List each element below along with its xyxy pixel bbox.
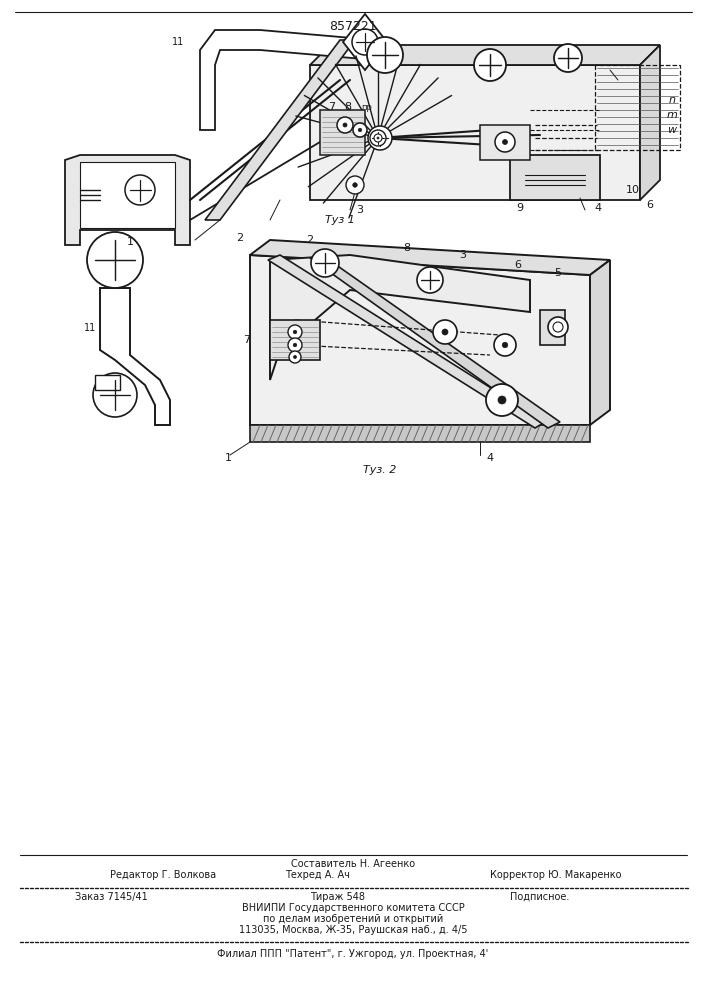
Circle shape bbox=[337, 117, 353, 133]
Polygon shape bbox=[343, 14, 387, 70]
Text: Подписное.: Подписное. bbox=[510, 892, 569, 902]
Polygon shape bbox=[65, 155, 190, 245]
Text: 5: 5 bbox=[554, 268, 561, 278]
Polygon shape bbox=[250, 425, 590, 442]
Polygon shape bbox=[640, 45, 660, 200]
Text: 2: 2 bbox=[236, 233, 244, 243]
Circle shape bbox=[353, 183, 357, 187]
Text: 2: 2 bbox=[306, 235, 314, 245]
Text: n: n bbox=[669, 95, 675, 105]
Polygon shape bbox=[540, 310, 565, 345]
Circle shape bbox=[289, 351, 301, 363]
Circle shape bbox=[474, 49, 506, 81]
Polygon shape bbox=[310, 45, 660, 65]
Circle shape bbox=[374, 134, 382, 142]
Text: 4: 4 bbox=[595, 203, 602, 213]
Text: Тираж 548: Тираж 548 bbox=[310, 892, 365, 902]
Text: 3: 3 bbox=[460, 250, 467, 260]
Circle shape bbox=[495, 132, 515, 152]
Circle shape bbox=[288, 325, 302, 339]
Circle shape bbox=[367, 37, 403, 73]
Circle shape bbox=[417, 267, 443, 293]
Circle shape bbox=[353, 123, 367, 137]
Text: по делам изобретений и открытий: по делам изобретений и открытий bbox=[263, 914, 443, 924]
Text: 9: 9 bbox=[516, 203, 524, 213]
Polygon shape bbox=[100, 288, 170, 425]
Circle shape bbox=[368, 126, 392, 150]
Polygon shape bbox=[590, 260, 610, 425]
Text: 4: 4 bbox=[486, 453, 493, 463]
Circle shape bbox=[486, 384, 518, 416]
Circle shape bbox=[346, 176, 364, 194]
Polygon shape bbox=[205, 40, 355, 220]
Text: w: w bbox=[667, 125, 677, 135]
Polygon shape bbox=[320, 110, 365, 155]
Text: Составитель Н. Агеенко: Составитель Н. Агеенко bbox=[291, 859, 415, 869]
Polygon shape bbox=[310, 255, 560, 428]
Circle shape bbox=[293, 356, 296, 359]
Circle shape bbox=[352, 29, 378, 55]
Text: ВНИИПИ Государственного комитета СССР: ВНИИПИ Государственного комитета СССР bbox=[242, 903, 464, 913]
Text: 11: 11 bbox=[84, 323, 96, 333]
Text: 7: 7 bbox=[243, 335, 250, 345]
Circle shape bbox=[125, 175, 155, 205]
Circle shape bbox=[554, 44, 582, 72]
Circle shape bbox=[293, 330, 297, 334]
Text: 8: 8 bbox=[344, 102, 351, 112]
Circle shape bbox=[548, 317, 568, 337]
Text: 113035, Москва, Ж-35, Раушская наб., д. 4/5: 113035, Москва, Ж-35, Раушская наб., д. … bbox=[239, 925, 467, 935]
Text: Τуз 1: Τуз 1 bbox=[325, 215, 355, 225]
Circle shape bbox=[311, 249, 339, 277]
Text: Филиал ППП "Патент", г. Ужгород, ул. Проектная, 4': Филиал ППП "Патент", г. Ужгород, ул. Про… bbox=[217, 949, 489, 959]
Text: 6: 6 bbox=[646, 200, 653, 210]
Polygon shape bbox=[200, 30, 375, 130]
Text: Заказ 7145/41: Заказ 7145/41 bbox=[75, 892, 148, 902]
Text: 6: 6 bbox=[515, 260, 522, 270]
Text: Τуз. 2: Τуз. 2 bbox=[363, 465, 397, 475]
Text: 8: 8 bbox=[404, 243, 411, 253]
Circle shape bbox=[358, 128, 362, 132]
Circle shape bbox=[370, 130, 386, 146]
Circle shape bbox=[433, 320, 457, 344]
Text: 11: 11 bbox=[172, 37, 184, 47]
Polygon shape bbox=[250, 240, 610, 275]
Circle shape bbox=[442, 329, 448, 335]
Polygon shape bbox=[250, 255, 590, 425]
Circle shape bbox=[502, 342, 508, 348]
Text: пр: пр bbox=[361, 103, 373, 111]
Text: 1: 1 bbox=[225, 453, 231, 463]
Circle shape bbox=[377, 137, 379, 139]
Circle shape bbox=[288, 338, 302, 352]
Polygon shape bbox=[268, 255, 545, 428]
Polygon shape bbox=[480, 125, 530, 160]
Circle shape bbox=[87, 232, 143, 288]
Circle shape bbox=[498, 396, 506, 404]
Polygon shape bbox=[95, 375, 120, 390]
Circle shape bbox=[494, 334, 516, 356]
Polygon shape bbox=[270, 255, 530, 380]
Text: Редактор Г. Волкова: Редактор Г. Волкова bbox=[110, 870, 216, 880]
Circle shape bbox=[293, 343, 297, 347]
Polygon shape bbox=[80, 162, 175, 228]
Polygon shape bbox=[270, 320, 320, 360]
Text: 7: 7 bbox=[329, 102, 336, 112]
Circle shape bbox=[343, 123, 347, 127]
Circle shape bbox=[93, 373, 137, 417]
Text: Техред А. Ач: Техред А. Ач bbox=[285, 870, 350, 880]
Circle shape bbox=[553, 322, 563, 332]
Text: m: m bbox=[667, 110, 677, 120]
Text: 3: 3 bbox=[356, 205, 363, 215]
Text: 10: 10 bbox=[626, 185, 640, 195]
Polygon shape bbox=[510, 155, 600, 200]
Text: Корректор Ю. Макаренко: Корректор Ю. Макаренко bbox=[490, 870, 621, 880]
Polygon shape bbox=[310, 65, 640, 200]
Text: 857221: 857221 bbox=[329, 19, 377, 32]
Circle shape bbox=[503, 139, 508, 144]
Text: 1: 1 bbox=[127, 237, 134, 247]
